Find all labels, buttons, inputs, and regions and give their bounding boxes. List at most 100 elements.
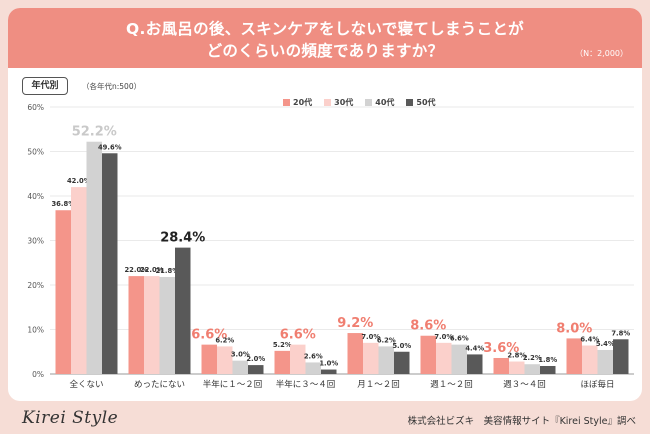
data-label: 6.6% xyxy=(450,335,469,343)
y-tick-label: 40% xyxy=(27,192,44,201)
bar xyxy=(55,210,71,374)
bar-chart: 0% 10% 20% 30% 40% 50% 60% 36.8% 42.0% 52.2% 49.6%… xyxy=(27,103,634,390)
data-label: 36.8% xyxy=(51,200,75,208)
data-label: 6.6% xyxy=(280,328,316,343)
source-credit: 株式会社ビズキ 美容情報サイト『Kirei Style』調べ xyxy=(407,416,636,427)
x-tick-label: 全くない xyxy=(69,379,103,390)
data-label: 1.0% xyxy=(319,360,338,368)
data-label: 8.6% xyxy=(410,319,446,334)
y-tick-label: 60% xyxy=(27,103,44,112)
kirei-style-logo: Kirei Style xyxy=(22,408,119,428)
data-label: 28.4% xyxy=(160,231,205,246)
bar xyxy=(582,345,598,374)
data-label: 6.2% xyxy=(215,336,234,344)
y-tick-label: 0% xyxy=(32,370,44,379)
data-label: 22.0% xyxy=(124,266,148,274)
data-label: 7.0% xyxy=(361,333,380,341)
data-label: 7.0% xyxy=(434,333,453,341)
bar xyxy=(159,276,175,374)
bar xyxy=(144,276,160,374)
bar xyxy=(232,360,248,374)
bar xyxy=(394,351,410,374)
x-tick-label: 週３～４回 xyxy=(503,380,546,390)
data-label: 7.8% xyxy=(611,329,630,337)
bar xyxy=(290,344,306,374)
data-label: 3.6% xyxy=(483,341,519,356)
data-label: 42.0% xyxy=(67,177,91,185)
data-label: 5.4% xyxy=(596,340,615,348)
legend-item: 30代 xyxy=(324,97,353,108)
data-label: 5.2% xyxy=(273,341,292,349)
bar xyxy=(524,364,540,374)
bar xyxy=(71,187,87,374)
bar xyxy=(509,361,525,374)
bar xyxy=(363,342,379,374)
bar xyxy=(436,342,452,374)
legend-swatch xyxy=(324,99,332,106)
data-label: 1.8% xyxy=(538,356,557,364)
data-label: 5.0% xyxy=(392,342,411,350)
question-title-line1: Q.お風呂の後、スキンケアをしないで寝てしまうことが xyxy=(126,20,524,38)
data-label: 22.0% xyxy=(140,266,164,274)
bar xyxy=(86,141,102,374)
legend-item: 50代 xyxy=(406,97,436,108)
age-group-tag: 年代別 xyxy=(22,77,68,95)
y-tick-label: 50% xyxy=(27,148,44,157)
bar xyxy=(201,344,217,374)
data-label: 52.2% xyxy=(72,125,117,140)
data-label: 49.6% xyxy=(98,143,122,151)
bar xyxy=(493,357,509,374)
data-label: 21.8% xyxy=(155,267,179,275)
x-tick-label: めったにない xyxy=(134,380,185,390)
question-title-line2: どのくらいの頻度でありますか？ xyxy=(206,42,444,60)
bar xyxy=(274,350,290,374)
bar xyxy=(451,344,467,374)
bar xyxy=(347,333,363,374)
data-label: 6.4% xyxy=(580,336,599,344)
bar xyxy=(540,365,556,374)
legend-label: 30代 xyxy=(334,98,354,107)
data-label: 2.6% xyxy=(304,352,323,360)
x-tick-label: 月１～２回 xyxy=(357,380,400,390)
y-tick-label: 20% xyxy=(27,281,44,290)
bar xyxy=(175,247,191,374)
legend-label: 20代 xyxy=(293,98,313,107)
bar xyxy=(597,349,613,374)
x-tick-label: 週１～２回 xyxy=(430,380,473,390)
bar xyxy=(467,354,483,374)
data-label: 2.0% xyxy=(246,355,265,363)
question-header: Q.お風呂の後、スキンケアをしないで寝てしまうことが どのくらいの頻度であります… xyxy=(8,8,642,68)
legend-label: 40代 xyxy=(375,98,395,107)
x-tick-label: 半年に３～４回 xyxy=(276,379,336,390)
data-label: 8.0% xyxy=(556,321,592,336)
y-tick-label: 10% xyxy=(27,326,44,335)
legend-item: 20代 xyxy=(283,97,312,108)
legend-item: 40代 xyxy=(365,97,394,108)
chart-legend: 20代 30代 40代 50代 xyxy=(283,97,436,108)
bar xyxy=(566,338,582,374)
legend-swatch xyxy=(283,99,290,106)
data-label: 2.8% xyxy=(507,352,526,360)
legend-label: 50代 xyxy=(416,98,436,107)
bar xyxy=(321,369,337,374)
bar xyxy=(102,153,118,374)
data-label: 9.2% xyxy=(337,316,373,331)
data-label: 3.0% xyxy=(231,351,250,359)
bar xyxy=(248,365,264,374)
sample-size-note: （N：2,000） xyxy=(575,49,628,58)
legend-swatch xyxy=(365,99,373,106)
data-label: 2.2% xyxy=(523,354,542,362)
data-label: 4.4% xyxy=(465,344,484,352)
data-label: 6.2% xyxy=(377,336,396,344)
bar xyxy=(378,346,394,374)
bar xyxy=(217,346,233,374)
x-tick-label: 半年に１～２回 xyxy=(203,379,263,390)
bar xyxy=(613,339,629,374)
y-tick-label: 30% xyxy=(27,237,44,246)
bar xyxy=(420,335,436,374)
survey-card: Q.お風呂の後、スキンケアをしないで寝てしまうことが どのくらいの頻度であります… xyxy=(8,8,642,401)
legend-swatch xyxy=(406,99,414,106)
x-tick-label: ほぼ毎日 xyxy=(580,379,614,390)
data-label: 6.6% xyxy=(191,328,227,343)
bar xyxy=(305,362,321,374)
